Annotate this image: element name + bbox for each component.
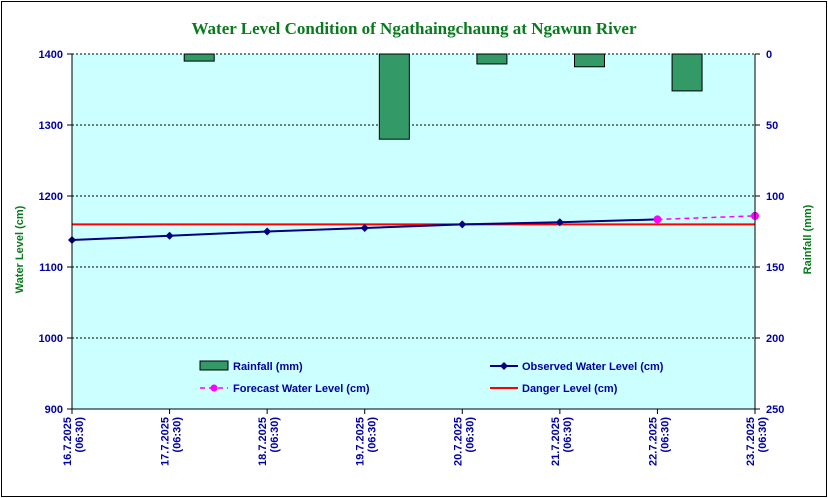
y-axis-left-title: Water Level (cm) xyxy=(14,205,26,293)
chart-title: Water Level Condition of Ngathaingchaung… xyxy=(191,19,637,38)
observed-point xyxy=(458,220,467,229)
observed-point xyxy=(263,227,272,236)
y-left-tick-label: 900 xyxy=(45,404,63,416)
x-tick-label: 16.7.2025(06:30) xyxy=(62,417,86,466)
axes: 900 1000 1100 1200 1300 1400 0 50 100 150 200 250 16… xyxy=(39,49,785,466)
y-left-tick-label: 1000 xyxy=(39,333,63,345)
plot-area xyxy=(72,54,755,409)
x-tick-label: 22.7.2025(06:30) xyxy=(647,417,671,466)
x-tick-label: 18.7.2025(06:30) xyxy=(257,417,281,466)
y-right-tick-label: 50 xyxy=(766,120,778,132)
rainfall-bar xyxy=(476,53,508,65)
y-right-tick-label: 200 xyxy=(766,333,784,345)
rainfall-bar xyxy=(573,53,605,68)
observed-point xyxy=(360,223,369,232)
x-tick-label: 19.7.2025(06:30) xyxy=(355,417,379,466)
y-left-tick-label: 1300 xyxy=(39,120,63,132)
legend-marker-forecast xyxy=(210,384,218,392)
legend: Rainfall (mm) Observed Water Level (cm) Fo… xyxy=(199,360,664,395)
forecast-water-level-line xyxy=(657,215,756,221)
legend-label-observed: Observed Water Level (cm) xyxy=(522,361,664,373)
legend-label-forecast: Forecast Water Level (cm) xyxy=(233,383,370,395)
x-tick-label: 23.7.2025(06:30) xyxy=(745,417,769,466)
rainfall-bar xyxy=(183,53,215,62)
x-tick-label: 20.7.2025(06:30) xyxy=(452,417,476,466)
rainfall-bar xyxy=(378,53,410,140)
legend-label-rainfall: Rainfall (mm) xyxy=(233,361,303,373)
legend-swatch-rainfall xyxy=(199,360,229,371)
y-left-tick-label: 1100 xyxy=(39,262,63,274)
y-right-tick-label: 250 xyxy=(766,404,784,416)
legend-marker-observed xyxy=(500,362,508,370)
observed-point xyxy=(555,218,564,227)
y-axis-right-title: Rainfall (mm) xyxy=(802,204,814,274)
observed-point xyxy=(165,231,174,240)
y-right-tick-label: 150 xyxy=(766,262,784,274)
forecast-point xyxy=(653,215,662,224)
y-right-tick-label: 100 xyxy=(766,191,784,203)
y-left-tick-label: 1400 xyxy=(39,49,63,61)
rainfall-bar xyxy=(671,53,703,92)
x-tick-label: 17.7.2025(06:30) xyxy=(160,417,184,466)
y-right-tick-label: 0 xyxy=(766,49,772,61)
x-tick-label: 21.7.2025(06:30) xyxy=(550,417,574,466)
y-left-tick-label: 1200 xyxy=(39,191,63,203)
rainfall-bars xyxy=(183,53,703,140)
legend-label-danger: Danger Level (cm) xyxy=(522,383,618,395)
